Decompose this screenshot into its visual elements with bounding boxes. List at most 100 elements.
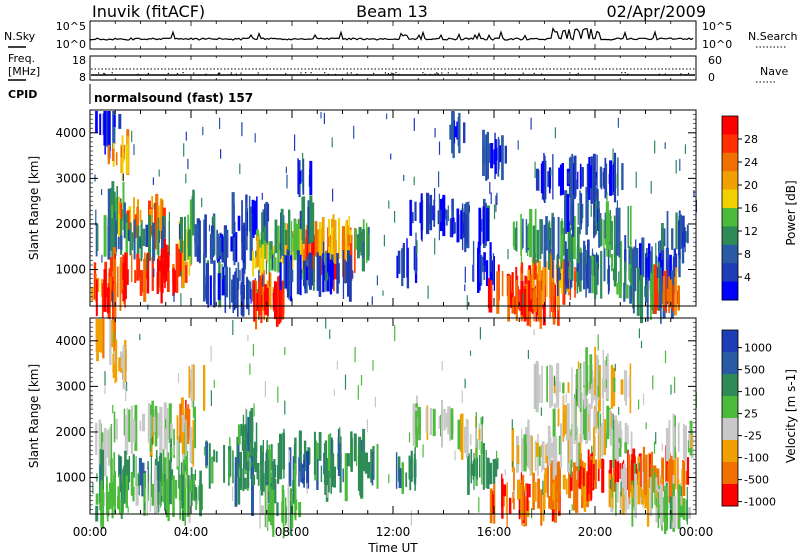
- scatter-cell: [148, 214, 152, 261]
- scatter-cell: [557, 408, 560, 427]
- scatter-cell: [645, 454, 648, 498]
- freq-left-label-2: [MHz]: [8, 65, 40, 78]
- scatter-cell: [641, 489, 645, 505]
- scatter-cell: [559, 381, 561, 393]
- scatter-cell: [483, 252, 486, 272]
- scatter-cell: [237, 477, 241, 505]
- scatter-cell: [646, 284, 648, 298]
- scatter-cell: [211, 456, 214, 484]
- colorbar-swatch: [722, 244, 738, 264]
- scatter-cell: [545, 216, 548, 251]
- scatter-cell: [414, 446, 416, 491]
- scatter-cell: [104, 371, 106, 386]
- scatter-cell: [237, 444, 240, 466]
- scatter-cell: [203, 446, 206, 456]
- scatter-cell: [583, 240, 586, 290]
- scatter-cell: [485, 134, 488, 181]
- scatter-cell: [591, 370, 594, 403]
- scatter-cell: [265, 260, 267, 275]
- scatter-cell: [665, 247, 669, 284]
- scatter-cell: [338, 263, 340, 284]
- scatter-cell: [134, 404, 138, 451]
- scatter-cell: [686, 225, 689, 244]
- scatter-cell: [586, 256, 588, 284]
- freq-dot: [373, 72, 375, 74]
- scatter-cell: [330, 449, 332, 494]
- scatter-cell: [358, 227, 362, 252]
- noise-left-tick-top: 10^5: [56, 20, 86, 33]
- scatter-cell: [668, 453, 672, 503]
- scatter-cell: [479, 454, 481, 478]
- scatter-cell: [120, 235, 123, 250]
- scatter-cell: [680, 214, 683, 249]
- scatter-cell: [680, 482, 682, 515]
- scatter-cell: [420, 196, 423, 240]
- scatter-cell: [366, 233, 370, 261]
- scatter-cell: [191, 370, 194, 399]
- scatter-cell: [672, 284, 674, 312]
- scatter-cell: [111, 483, 113, 515]
- scatter-cell: [512, 297, 516, 314]
- scatter-cell: [112, 281, 115, 325]
- scatter-cell: [126, 211, 130, 231]
- scatter-cell: [591, 256, 594, 294]
- scatter-cell: [154, 202, 157, 250]
- scatter-cell: [164, 252, 166, 289]
- scatter-cell: [243, 439, 246, 469]
- freq-dot: [664, 73, 666, 75]
- scatter-cell: [681, 468, 683, 507]
- noise-trace: [90, 26, 694, 41]
- scatter-cell: [327, 272, 329, 281]
- scatter-cell: [294, 487, 297, 521]
- scatter-cell: [441, 399, 443, 448]
- scatter-cell: [522, 293, 524, 307]
- scatter-cell: [539, 292, 541, 315]
- x-axis-label: Time UT: [367, 541, 418, 554]
- scatter-cell: [621, 163, 624, 190]
- scatter-cell: [98, 319, 101, 352]
- scatter-cell: [433, 199, 436, 227]
- scatter-cell: [157, 492, 159, 513]
- scatter-cell: [575, 465, 579, 513]
- scatter-cell: [191, 195, 195, 236]
- scatter-cell: [504, 469, 506, 476]
- scatter-cell: [482, 416, 484, 424]
- scatter-cell: [552, 408, 556, 437]
- power-ylabel: Slant Range [km]: [27, 156, 41, 260]
- scatter-cell: [285, 497, 287, 526]
- scatter-cell: [470, 463, 474, 476]
- scatter-cell: [265, 485, 268, 528]
- scatter-cell: [567, 382, 570, 393]
- scatter-cell: [443, 408, 446, 431]
- scatter-cell: [552, 254, 554, 278]
- scatter-cell: [427, 285, 429, 299]
- scatter-cell: [608, 173, 611, 185]
- scatter-cell: [656, 468, 660, 487]
- scatter-cell: [628, 250, 630, 265]
- scatter-cell: [113, 283, 117, 318]
- scatter-cell: [410, 510, 412, 526]
- scatter-cell: [602, 171, 605, 187]
- scatter-cell: [164, 244, 168, 282]
- scatter-cell: [579, 433, 582, 459]
- scatter-cell: [131, 253, 133, 283]
- scatter-cell: [576, 369, 579, 407]
- scatter-cell: [210, 390, 212, 406]
- scatter-cell: [602, 399, 605, 442]
- scatter-cell: [558, 435, 561, 455]
- scatter-cell: [97, 320, 99, 340]
- scatter-cell: [543, 224, 547, 268]
- scatter-cell: [305, 229, 308, 267]
- scatter-cell: [585, 347, 588, 396]
- scatter-cell: [125, 384, 127, 401]
- scatter-cell: [664, 495, 669, 530]
- scatter-cell: [632, 272, 635, 314]
- scatter-cell: [641, 257, 643, 278]
- freq-dot: [219, 72, 221, 74]
- scatter-cell: [661, 223, 664, 251]
- scatter-cell: [454, 126, 457, 138]
- scatter-cell: [677, 422, 680, 452]
- scatter-cell: [317, 229, 320, 254]
- scatter-cell: [264, 284, 267, 315]
- scatter-cell: [493, 483, 496, 524]
